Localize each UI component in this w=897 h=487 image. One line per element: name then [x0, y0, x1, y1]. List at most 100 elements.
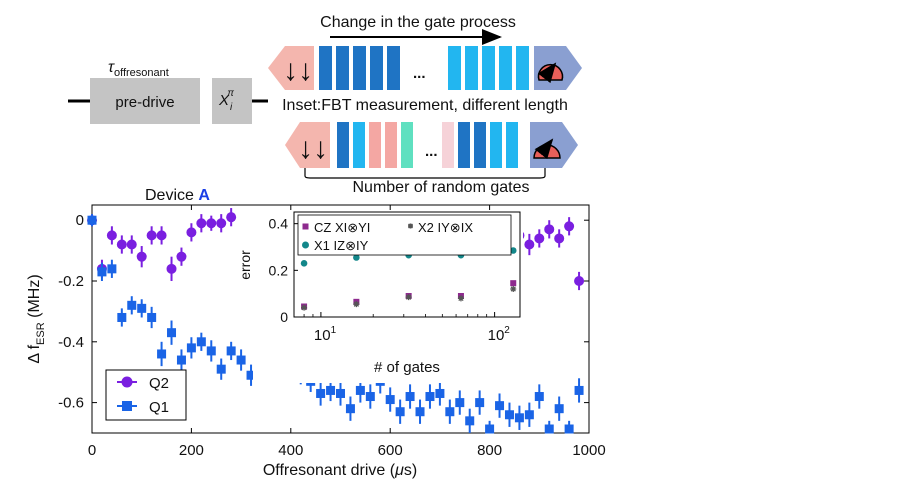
- data-point: [167, 328, 177, 338]
- legend-x1-marker: [302, 241, 309, 249]
- gate-block: [465, 46, 478, 90]
- data-point: [136, 251, 147, 262]
- y-tick-label: -0.2: [58, 273, 84, 290]
- data-point: [127, 300, 137, 310]
- inset-point: [510, 286, 517, 292]
- inset-legend: CZ XI⊗YI X2 IY⊗IX X1 IZ⊗IY: [297, 214, 512, 256]
- data-point: [196, 337, 206, 347]
- inset-point: [405, 294, 412, 301]
- data-point: [336, 388, 345, 398]
- data-point: [87, 215, 97, 225]
- legend-cz-marker: [302, 223, 309, 230]
- inset-y-tick-label: 0: [280, 309, 288, 325]
- legend-x2-label: X2 IY⊗IX: [418, 220, 473, 235]
- gate-block: [336, 46, 349, 90]
- spin-down-arrows-icon: ↓↓: [298, 132, 328, 165]
- data-point: [425, 392, 435, 402]
- data-point: [455, 398, 465, 408]
- data-point: [226, 346, 236, 356]
- gate-sequence-row-2: ↓↓ ...: [285, 122, 578, 179]
- y-tick-label: -0.6: [58, 395, 84, 412]
- data-point: [176, 355, 186, 365]
- inset-chart: 101 102 0 0.2 0.4 error # of gates CZ XI⊗YI …: [237, 211, 523, 383]
- data-point: [246, 370, 256, 380]
- data-point: [196, 218, 207, 229]
- data-point: [137, 303, 147, 313]
- y-axis-label: Δ fESR (MHz): [26, 274, 47, 363]
- inset-y-tick-label: 0.2: [269, 262, 289, 278]
- gate-block: [370, 46, 383, 90]
- legend-x2-marker: [407, 223, 414, 229]
- legend-q2-marker: [121, 376, 133, 388]
- gate-block: [369, 122, 381, 168]
- gate-sequence-row-1: ↓↓ ...: [268, 46, 582, 90]
- data-point: [166, 263, 177, 274]
- data-point: [106, 230, 117, 241]
- inset-x-tick-label: 101: [314, 325, 337, 344]
- init-block-2: [285, 122, 330, 168]
- x-tick-label: 200: [179, 442, 204, 459]
- gate-block: [319, 46, 332, 90]
- data-point: [524, 239, 535, 250]
- main-legend: Q2 Q1: [105, 369, 187, 421]
- data-point: [475, 398, 485, 408]
- data-point: [554, 233, 565, 244]
- measurement-gauge-icon: [537, 62, 564, 84]
- gate-block: [516, 46, 529, 90]
- tau-label: τoffresonant: [108, 59, 169, 79]
- plot-frame: [91, 204, 590, 434]
- data-point: [415, 407, 425, 417]
- data-point: [226, 212, 237, 223]
- data-point: [117, 312, 127, 322]
- data-point: [524, 410, 534, 420]
- legend-box: [105, 369, 187, 421]
- data-point: [316, 388, 326, 398]
- data-point: [574, 276, 585, 286]
- gate-block: [506, 122, 518, 168]
- random-gates-label: Number of random gates: [353, 179, 530, 196]
- data-point: [355, 385, 365, 395]
- data-point: [395, 407, 405, 417]
- x-tick-label: 0: [88, 442, 96, 459]
- gate-block: [499, 46, 512, 90]
- data-point: [435, 388, 445, 398]
- inset-point: [509, 247, 517, 254]
- gate-block: [353, 122, 365, 168]
- data-point: [495, 401, 505, 411]
- data-point: [544, 424, 554, 434]
- spin-down-arrows-icon: ↓↓: [283, 54, 313, 87]
- data-point: [485, 424, 495, 434]
- data-point: [156, 230, 167, 241]
- chart-title: Device A: [145, 187, 210, 204]
- inset-x-tick-label: 102: [488, 325, 511, 344]
- init-block: [268, 46, 314, 90]
- predrive-label: pre-drive: [115, 94, 174, 111]
- data-point: [564, 424, 574, 434]
- data-point: [107, 264, 117, 274]
- data-point: [97, 267, 107, 277]
- ellipsis-1: ...: [413, 65, 426, 82]
- data-point: [176, 251, 187, 262]
- data-point: [544, 224, 555, 235]
- gate-block: [387, 46, 400, 90]
- inset-point: [353, 254, 360, 261]
- gate-block: [458, 122, 470, 168]
- inset-point: [301, 304, 308, 311]
- ellipsis-2: ...: [425, 143, 438, 160]
- inset-y-tick-label: 0.4: [269, 216, 289, 232]
- x-tick-label: 600: [378, 442, 403, 459]
- data-point: [147, 312, 157, 322]
- data-point: [445, 407, 455, 417]
- inset-point: [510, 280, 517, 287]
- data-point: [186, 227, 197, 238]
- legend-q2-label: Q2: [149, 375, 169, 392]
- x-pulse-label: Xiπ: [218, 88, 234, 113]
- gate-block: [490, 122, 502, 168]
- data-point: [116, 239, 127, 250]
- legend-cz-label: CZ XI⊗YI: [314, 220, 370, 235]
- gate-block: [337, 122, 349, 168]
- data-point: [554, 404, 564, 414]
- measure-block-2: [530, 122, 578, 168]
- inset-y-label: error: [237, 250, 253, 280]
